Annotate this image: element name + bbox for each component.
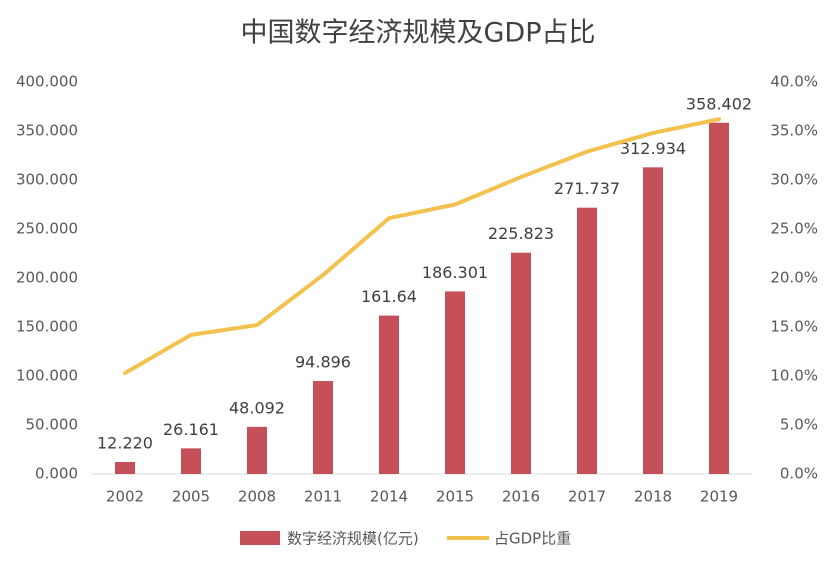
value-label: 358.402 bbox=[686, 94, 752, 113]
x-tick-label: 2015 bbox=[436, 488, 474, 506]
x-tick-label: 2017 bbox=[568, 488, 606, 506]
y2-tick-label: 10.0% bbox=[770, 367, 818, 385]
y-tick-label: 50.000 bbox=[26, 416, 79, 434]
y-tick-label: 200.000 bbox=[16, 269, 78, 287]
bar bbox=[313, 381, 333, 474]
value-label: 186.301 bbox=[422, 263, 488, 282]
legend-label: 占GDP比重 bbox=[494, 530, 571, 548]
bar bbox=[577, 207, 597, 474]
value-label: 12.220 bbox=[97, 434, 153, 453]
value-label: 271.737 bbox=[554, 179, 620, 198]
bar bbox=[709, 122, 729, 474]
chart-title: 中国数字经济规模及GDP占比 bbox=[241, 18, 596, 49]
value-label: 225.823 bbox=[488, 224, 554, 243]
legend-label: 数字经济规模(亿元) bbox=[287, 530, 419, 548]
bar bbox=[247, 426, 267, 474]
y-tick-label: 400.000 bbox=[16, 73, 78, 91]
y-tick-label: 350.000 bbox=[16, 122, 78, 140]
y-tick-label: 100.000 bbox=[16, 367, 78, 385]
value-label: 26.161 bbox=[163, 420, 219, 439]
bar bbox=[181, 448, 201, 474]
x-tick-label: 2002 bbox=[106, 488, 144, 506]
bar bbox=[379, 315, 399, 474]
y-tick-label: 150.000 bbox=[16, 318, 78, 336]
y2-tick-label: 25.0% bbox=[770, 220, 818, 238]
value-label: 161.64 bbox=[361, 287, 417, 306]
bar bbox=[511, 252, 531, 474]
bar bbox=[445, 291, 465, 474]
value-label: 94.896 bbox=[295, 353, 351, 372]
line bbox=[123, 117, 721, 376]
bar bbox=[115, 462, 135, 474]
x-tick-label: 2008 bbox=[238, 488, 276, 506]
y2-tick-label: 35.0% bbox=[770, 122, 818, 140]
x-tick-label: 2014 bbox=[370, 488, 408, 506]
y-tick-label: 250.000 bbox=[16, 220, 78, 238]
x-tick-label: 2018 bbox=[634, 488, 672, 506]
x-tick-label: 2011 bbox=[304, 488, 342, 506]
y2-tick-label: 20.0% bbox=[770, 269, 818, 287]
y2-tick-label: 0.0% bbox=[780, 465, 818, 483]
x-tick-label: 2016 bbox=[502, 488, 540, 506]
value-label: 48.092 bbox=[229, 398, 285, 417]
y2-tick-label: 30.0% bbox=[770, 171, 818, 189]
x-tick-label: 2005 bbox=[172, 488, 210, 506]
value-label: 312.934 bbox=[620, 139, 686, 158]
y2-tick-label: 15.0% bbox=[770, 318, 818, 336]
bar bbox=[643, 167, 663, 474]
legend-swatch bbox=[240, 531, 280, 545]
y-tick-label: 300.000 bbox=[16, 171, 78, 189]
y2-tick-label: 5.0% bbox=[780, 416, 818, 434]
y2-tick-label: 40.0% bbox=[770, 73, 818, 91]
x-tick-label: 2019 bbox=[700, 488, 738, 506]
y-tick-label: 0.000 bbox=[35, 465, 78, 483]
